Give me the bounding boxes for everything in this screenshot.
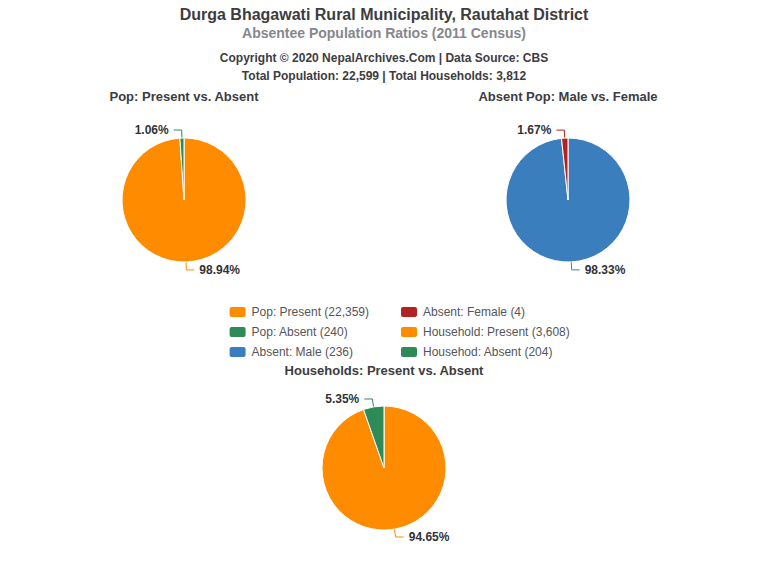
svg-text:Househod: Absent (204): Househod: Absent (204): [423, 345, 552, 359]
svg-text:Total Population: 22,599 | Tot: Total Population: 22,599 | Total Househo…: [242, 69, 527, 83]
svg-text:5.35%: 5.35%: [325, 392, 359, 406]
svg-text:98.33%: 98.33%: [585, 263, 626, 277]
svg-text:Absent: Male (236): Absent: Male (236): [252, 345, 353, 359]
svg-text:Pop: Present vs. Absent: Pop: Present vs. Absent: [109, 89, 259, 104]
svg-text:98.94%: 98.94%: [199, 263, 240, 277]
svg-text:Pop: Absent (240): Pop: Absent (240): [252, 325, 348, 339]
svg-text:Absentee Population Ratios (20: Absentee Population Ratios (2011 Census): [242, 25, 526, 41]
svg-text:Households: Present vs. Absent: Households: Present vs. Absent: [285, 363, 485, 378]
svg-text:Durga Bhagawati Rural Municipa: Durga Bhagawati Rural Municipality, Raut…: [180, 6, 589, 23]
svg-text:1.06%: 1.06%: [135, 123, 169, 137]
svg-text:1.67%: 1.67%: [517, 123, 551, 137]
svg-text:Pop: Present (22,359): Pop: Present (22,359): [252, 305, 369, 319]
svg-text:Copyright © 2020 NepalArchives: Copyright © 2020 NepalArchives.Com | Dat…: [220, 51, 548, 65]
svg-text:Absent Pop: Male vs. Female: Absent Pop: Male vs. Female: [478, 89, 657, 104]
svg-text:Household: Present (3,608): Household: Present (3,608): [423, 325, 570, 339]
svg-text:Absent: Female (4): Absent: Female (4): [423, 305, 525, 319]
svg-text:94.65%: 94.65%: [409, 530, 450, 544]
